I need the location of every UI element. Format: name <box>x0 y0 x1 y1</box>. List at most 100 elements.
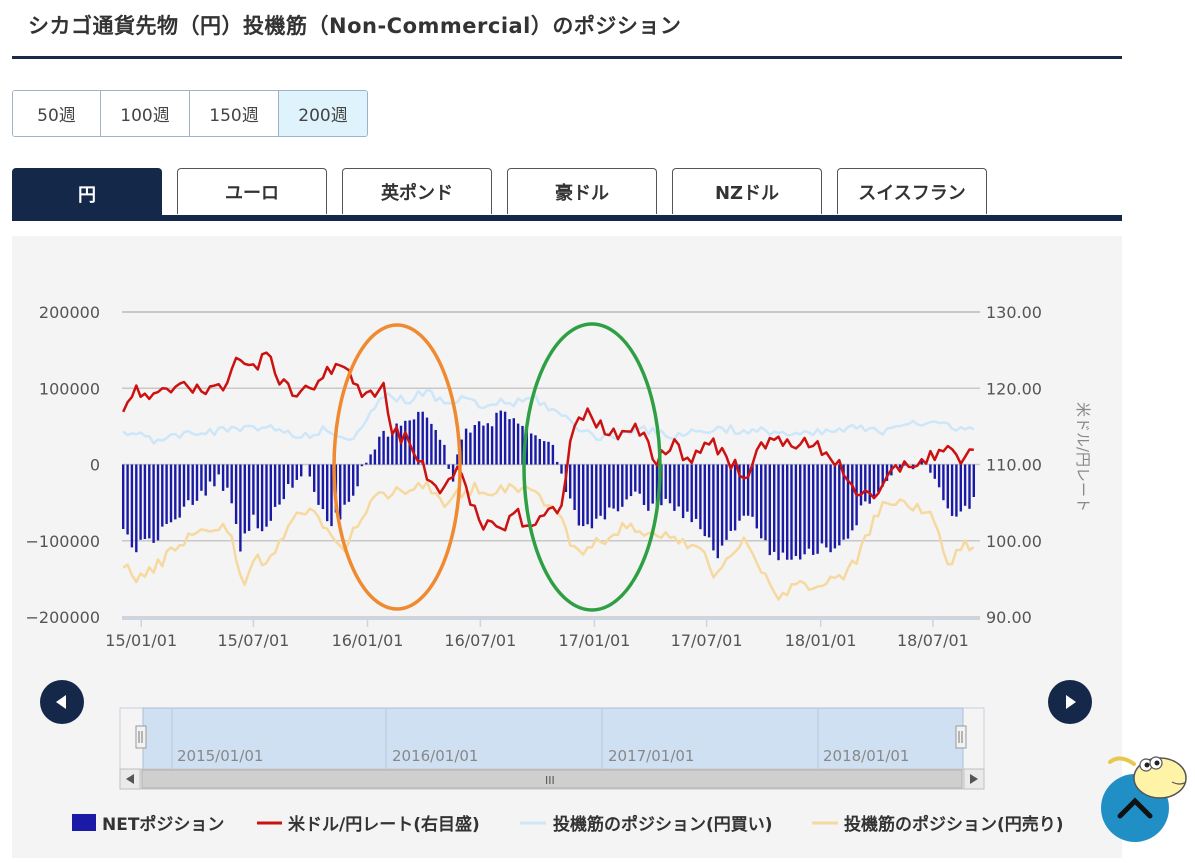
y-right-tick-label: 100.00 <box>986 532 1042 551</box>
net-position-bar <box>295 464 298 480</box>
svg-text:NETポジション: NETポジション <box>102 814 224 835</box>
y-left-tick-label: 200000 <box>39 303 100 322</box>
page-title: シカゴ通貨先物（円）投機筋（Non-Commercial）のポジション <box>28 14 682 38</box>
net-position-bar <box>660 464 663 506</box>
title-divider <box>12 56 1122 59</box>
period-selector: 50週 100週 150週 200週 <box>12 90 368 137</box>
net-position-bar <box>586 464 589 525</box>
net-position-bar <box>777 464 780 561</box>
period-200w-button[interactable]: 200週 <box>279 91 367 136</box>
y-right-tick-label: 120.00 <box>986 379 1042 398</box>
rate-path <box>122 351 974 532</box>
range-navigator[interactable]: 2015/01/01 2016/01/01 2017/01/01 2018/01… <box>119 707 985 770</box>
net-position-bar <box>239 464 242 552</box>
net-position-bar <box>456 454 459 465</box>
tab-pound[interactable]: 英ポンド <box>342 168 492 214</box>
net-position-bar <box>469 432 472 465</box>
net-position-bar <box>929 464 932 473</box>
net-position-bar <box>195 464 199 501</box>
net-position-bar <box>768 464 771 556</box>
scroll-back-button[interactable] <box>40 680 84 724</box>
net-position-bar <box>946 464 949 509</box>
net-position-bar <box>807 464 811 549</box>
net-position-bar <box>833 464 837 549</box>
net-position-bar <box>438 439 442 465</box>
navigator-right-handle[interactable] <box>955 725 967 749</box>
net-position-bar <box>200 464 203 491</box>
net-position-bar <box>395 423 398 465</box>
net-position-bar <box>482 425 485 465</box>
tab-chf[interactable]: スイスフラン <box>837 168 987 214</box>
arrow-right-icon <box>1066 695 1076 709</box>
net-position-bar <box>543 441 546 465</box>
scroll-left-icon[interactable] <box>126 774 134 784</box>
net-position-bar <box>733 464 737 531</box>
net-position-bar <box>460 439 463 465</box>
net-position-bar <box>556 461 559 465</box>
net-position-bar <box>686 464 689 512</box>
net-position-bar <box>885 464 889 481</box>
legend-item-long[interactable]: 投機筋のポジション(円買い) <box>520 814 773 835</box>
net-position-bar <box>256 464 259 529</box>
net-position-bar <box>786 464 789 560</box>
net-position-bar <box>972 464 975 497</box>
net-position-bar <box>169 464 173 523</box>
net-position-bar <box>178 464 181 518</box>
net-position-bar <box>451 464 455 482</box>
rate-line <box>122 351 974 532</box>
net-position-bar <box>746 464 750 516</box>
tab-nzd[interactable]: NZドル <box>672 168 822 214</box>
navigator-left-handle[interactable] <box>135 725 147 749</box>
svg-text:投機筋のポジション(円買い): 投機筋のポジション(円買い) <box>553 814 773 835</box>
net-position-bar <box>903 464 906 466</box>
net-position-bar <box>490 426 494 465</box>
net-position-bar <box>872 464 876 497</box>
x-tick-label: 15/07/01 <box>217 631 289 650</box>
net-position-bar <box>642 464 646 505</box>
net-position-bar <box>473 425 476 465</box>
net-position-bar <box>764 464 767 541</box>
net-position-bar <box>139 464 142 540</box>
net-position-bar <box>625 464 628 500</box>
net-position-bar <box>551 444 555 465</box>
legend-item-rate[interactable]: 米ドル/円レート(右目盛) <box>257 814 480 835</box>
net-position-bar <box>273 464 277 507</box>
net-position-bar <box>950 464 954 516</box>
tab-euro[interactable]: ユーロ <box>177 168 327 214</box>
x-tick-label: 17/01/01 <box>558 631 630 650</box>
net-position-bar <box>499 410 502 465</box>
net-position-bar <box>152 464 155 543</box>
net-position-bar <box>234 464 238 524</box>
net-position-bar <box>525 424 528 465</box>
period-150w-button[interactable]: 150週 <box>190 91 279 136</box>
back-to-top-button[interactable] <box>1090 748 1195 848</box>
net-position-bar <box>560 464 563 474</box>
y-left-tick-label: 0 <box>90 456 100 475</box>
net-position-bar <box>729 464 732 531</box>
net-position-bar <box>260 464 264 532</box>
period-100w-button[interactable]: 100週 <box>101 91 190 136</box>
net-position-bar <box>694 464 698 519</box>
net-position-bar <box>621 464 624 507</box>
net-position-bar <box>825 464 828 548</box>
net-position-bar <box>360 464 364 467</box>
legend-item-short[interactable]: 投機筋のポジション(円売り) <box>812 814 1064 835</box>
net-position-bar <box>816 464 819 554</box>
net-position-bar <box>282 464 285 500</box>
scroll-right-icon[interactable] <box>970 774 978 784</box>
scrollbar-thumb[interactable] <box>141 769 963 789</box>
navigator-scrollbar[interactable]: III <box>119 768 985 790</box>
net-position-bar <box>651 464 654 504</box>
period-50w-button[interactable]: 50週 <box>13 91 101 136</box>
net-position-bar <box>386 436 390 465</box>
scroll-forward-button[interactable] <box>1048 680 1092 724</box>
net-position-bar <box>165 464 168 524</box>
legend-item-net[interactable]: NETポジション <box>72 814 224 835</box>
net-position-bar <box>959 464 962 512</box>
long-position-line <box>122 388 975 445</box>
tab-aud[interactable]: 豪ドル <box>507 168 657 214</box>
long-position-path <box>122 388 975 445</box>
net-position-bar <box>143 464 147 539</box>
tab-yen[interactable]: 円 <box>12 168 162 218</box>
net-position-bar <box>842 464 845 540</box>
